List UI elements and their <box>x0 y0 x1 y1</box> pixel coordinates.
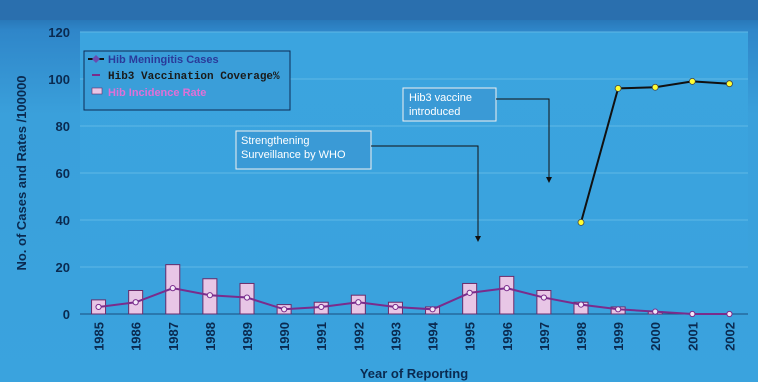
header-band <box>0 0 758 20</box>
y-tick-label: 120 <box>48 25 70 40</box>
incidence-point <box>281 306 288 313</box>
legend-item: Hib Incidence Rate <box>91 87 206 99</box>
annotation: Hib3 vaccine introduced <box>402 87 552 183</box>
bar <box>499 275 515 315</box>
x-tick-label: 2000 <box>648 322 663 351</box>
incidence-point <box>206 292 213 299</box>
x-tick-label: 1995 <box>463 322 478 351</box>
x-tick-label: 1994 <box>426 321 441 351</box>
x-tick-label: 1985 <box>92 322 107 351</box>
x-tick-label: 1988 <box>203 322 218 351</box>
legend-item: Hib3 Vaccination Coverage% <box>92 71 280 83</box>
y-tick-labels: 0 20 40 60 80 100 120 <box>48 25 70 322</box>
y-tick-label: 60 <box>56 166 70 181</box>
annotation-arrow <box>496 98 550 182</box>
legend-item: Hib Meningitis Cases <box>88 54 219 66</box>
y-tick-label: 20 <box>56 260 70 275</box>
coverage-point <box>614 85 622 92</box>
incidence-point <box>652 308 659 315</box>
legend-marker <box>92 55 100 63</box>
arrow-head <box>546 177 552 183</box>
bar <box>536 290 552 315</box>
x-tick-label: 1998 <box>574 322 589 351</box>
y-tick-label: 40 <box>56 213 70 228</box>
x-tick-label: 1986 <box>129 322 144 351</box>
legend-box <box>83 50 291 111</box>
incidence-point <box>169 285 176 292</box>
y-tick-label: 100 <box>48 72 70 87</box>
x-tick-label: 2001 <box>685 322 700 351</box>
x-tick-label: 1996 <box>500 322 515 351</box>
x-tick-label: 2002 <box>722 322 737 351</box>
incidence-point <box>243 294 251 301</box>
incidence-series <box>95 285 733 318</box>
x-tick-labels: 1985 1986 1987 1988 1989 1990 1991 1992 1993 1994… <box>92 321 738 351</box>
incidence-point <box>503 285 510 292</box>
legend-swatch <box>91 87 103 95</box>
annotation-text: Hib3 vaccine <box>409 92 472 104</box>
annotation-box <box>402 87 497 122</box>
x-tick-label: 1993 <box>388 322 403 351</box>
incidence-point <box>689 310 696 318</box>
arrow-head <box>475 236 481 242</box>
legend-label: Hib Incidence Rate <box>108 87 206 99</box>
legend-label: Hib3 Vaccination Coverage% <box>108 71 280 83</box>
incidence-point <box>429 306 436 313</box>
incidence-point <box>132 299 139 306</box>
incidence-point <box>577 301 585 308</box>
incidence-point <box>466 289 473 296</box>
y-tick-label: 80 <box>56 119 70 134</box>
gridlines <box>80 31 748 315</box>
x-tick-label: 1990 <box>277 322 292 351</box>
bar <box>462 282 478 315</box>
incidence-point <box>540 294 547 301</box>
legend-label: Hib Meningitis Cases <box>108 54 219 66</box>
x-tick-label: 1992 <box>351 322 366 351</box>
coverage-point <box>651 83 659 91</box>
annotation-box <box>235 130 372 170</box>
incidence-point <box>726 310 733 318</box>
legend: Hib Meningitis Cases Hib3 Vaccination Cov… <box>83 50 291 111</box>
incidence-point <box>615 306 622 313</box>
y-axis-title: No. of Cases and Rates /100000 <box>14 75 29 270</box>
annotation-arrow <box>371 145 479 241</box>
coverage-series <box>577 77 733 226</box>
annotations: Hib3 vaccine introduced Strengthening Surve… <box>235 87 552 242</box>
annotation: Strengthening Surveillance by WHO <box>235 130 481 242</box>
x-tick-label: 1999 <box>611 322 626 351</box>
x-tick-label: 1991 <box>314 322 329 351</box>
incidence-point <box>355 299 362 306</box>
coverage-point <box>577 218 585 226</box>
incidence-point <box>95 303 102 311</box>
y-tick-label: 0 <box>63 307 70 322</box>
coverage-point <box>688 77 696 85</box>
incidence-point <box>392 303 399 311</box>
x-tick-label: 1989 <box>240 322 255 351</box>
incidence-point <box>318 303 325 311</box>
coverage-point <box>726 80 733 88</box>
annotation-text: Surveillance by WHO <box>241 149 346 161</box>
x-tick-label: 1997 <box>537 322 552 351</box>
x-axis-title: Year of Reporting <box>360 366 468 381</box>
x-tick-label: 1987 <box>166 322 181 351</box>
annotation-text: Strengthening <box>241 135 310 147</box>
annotation-text: introduced <box>409 106 460 118</box>
incidence-line <box>98 287 730 315</box>
